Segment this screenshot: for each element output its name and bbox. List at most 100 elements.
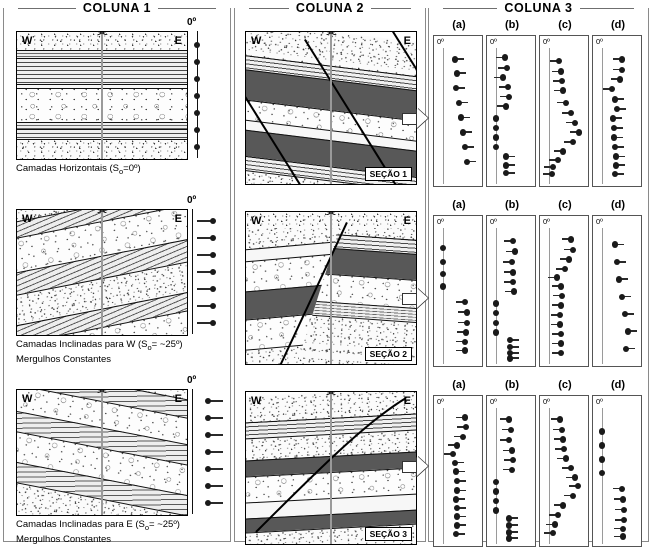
tadpole-row-section-1: (a) 0º (b) 0º (c) 0º (d) 0º [433, 19, 644, 187]
dip-axis [496, 228, 497, 364]
well-trace [101, 390, 103, 515]
zero-degree-label: 0º [490, 397, 497, 406]
outcrop-box: W E [16, 209, 188, 336]
east-label: E [174, 393, 182, 405]
zero-degree-label: 0º [543, 37, 550, 46]
connector-arrow-section-2 [402, 288, 428, 308]
section-1-panel: W E [245, 31, 417, 185]
panel-caption: Camadas Horizontais (So=0º) [16, 163, 141, 176]
tadpole-panel-header: (d) [610, 199, 626, 211]
zero-degree-label: 0º [187, 17, 197, 28]
well-trace [330, 392, 332, 544]
section-2-panel: W E [245, 211, 417, 365]
dip-scale-horizontal: 0º [187, 17, 229, 158]
tadpole-panel-header: (a) [452, 19, 466, 31]
dip-axis [602, 228, 603, 364]
outcrop-panel-dip-east: W E [16, 389, 188, 546]
dip-axis [549, 408, 550, 544]
west-label: W [251, 395, 262, 407]
connector-arrow-section-1 [402, 108, 428, 128]
column-3: COLUNA 3 (a) 0º (b) 0º (c) 0º (d) 0º (a) 0º (b) 0º… [428, 1, 649, 547]
dip-axis [549, 228, 550, 364]
east-label: E [403, 395, 411, 407]
tadpole-plot-a[interactable]: 0º [433, 35, 483, 187]
dip-axis [549, 48, 550, 184]
west-label: W [251, 35, 262, 47]
zero-degree-label: 0º [437, 397, 444, 406]
zero-degree-label: 0º [596, 217, 603, 226]
section-3-panel: W E [245, 391, 417, 545]
tadpole-plot-a[interactable]: 0º [433, 395, 483, 547]
column-2: COLUNA 2 W E [234, 1, 426, 545]
column-3-title: COLUNA 3 [429, 1, 648, 15]
column-2-title: COLUNA 2 [235, 1, 425, 15]
zero-degree-label: 0º [596, 37, 603, 46]
well-trace [330, 32, 332, 184]
derrick-icon [326, 392, 336, 395]
tadpole-panel-header: (a) [452, 199, 466, 211]
tadpole-panel-header: (b) [504, 19, 520, 31]
zero-degree-label: 0º [596, 397, 603, 406]
section-box: W E [245, 211, 417, 365]
well-trace [101, 210, 103, 335]
section-label: SEÇÃO 3 [364, 527, 412, 541]
zero-degree-label: 0º [490, 37, 497, 46]
tadpole-panel-header: (b) [504, 199, 520, 211]
tadpole-panel-header: (d) [610, 379, 626, 391]
tadpole-plot-b[interactable]: 0º [486, 35, 536, 187]
east-label: E [174, 213, 182, 225]
section-label: SEÇÃO 1 [364, 167, 412, 181]
tadpole-row-section-3: (a) 0º (b) 0º (c) 0º (d) 0º [433, 379, 644, 547]
derrick-icon [326, 32, 336, 35]
tadpole-plot-d[interactable]: 0º [592, 395, 642, 547]
tadpole-plot-c[interactable]: 0º [539, 35, 589, 187]
dip-axis [602, 408, 603, 544]
tadpole-row-section-2: (a) 0º (b) 0º (c) 0º (d) 0º [433, 199, 644, 367]
tadpole-panel-header: (b) [504, 379, 520, 391]
listric-fault-plane [255, 397, 407, 533]
east-label: E [403, 215, 411, 227]
zero-degree-label: 0º [437, 217, 444, 226]
dip-scale-dip-west: 0º [187, 195, 229, 334]
connector-arrow-section-3 [402, 456, 428, 476]
zero-degree-label: 0º [437, 37, 444, 46]
dip-axis [443, 48, 444, 184]
well-trace [330, 212, 332, 364]
tadpole-plot-b[interactable]: 0º [486, 215, 536, 367]
zero-degree-label: 0º [490, 217, 497, 226]
east-label: E [174, 35, 182, 47]
dip-axis [496, 408, 497, 544]
section-label: SEÇÃO 2 [364, 347, 412, 361]
zero-degree-label: 0º [187, 195, 197, 206]
section-box: W E [245, 31, 417, 185]
derrick-icon [97, 32, 107, 35]
tadpole-panel-header: (c) [558, 199, 572, 211]
panel-caption: Camadas Inclinadas para W (So= ~25º) Mer… [16, 339, 183, 365]
tadpole-plot-c[interactable]: 0º [539, 395, 589, 547]
zero-degree-label: 0º [187, 375, 197, 386]
tadpole-plot-a[interactable]: 0º [433, 215, 483, 367]
tadpole-panel-header: (c) [558, 379, 572, 391]
tadpole-plot-b[interactable]: 0º [486, 395, 536, 547]
tadpole-plot-d[interactable]: 0º [592, 35, 642, 187]
panel-caption: Camadas Inclinadas para E (So= ~25º) Mer… [16, 519, 180, 545]
zero-degree-label: 0º [543, 217, 550, 226]
section-box: W E [245, 391, 417, 545]
west-label: W [22, 35, 33, 47]
tadpole-panel-header: (c) [558, 19, 572, 31]
derrick-icon [97, 390, 107, 393]
derrick-icon [326, 212, 336, 215]
tadpole-panel-header: (a) [452, 379, 466, 391]
dip-scale-dip-east: 0º [187, 375, 229, 514]
west-label: W [251, 215, 262, 227]
dip-axis [602, 48, 603, 184]
dip-axis [443, 408, 444, 544]
well-trace [101, 32, 103, 159]
column-1-title: COLUNA 1 [4, 1, 230, 15]
west-label: W [22, 213, 33, 225]
west-label: W [22, 393, 33, 405]
tadpole-plot-c[interactable]: 0º [539, 215, 589, 367]
derrick-icon [97, 210, 107, 213]
tadpole-plot-d[interactable]: 0º [592, 215, 642, 367]
zero-degree-label: 0º [543, 397, 550, 406]
